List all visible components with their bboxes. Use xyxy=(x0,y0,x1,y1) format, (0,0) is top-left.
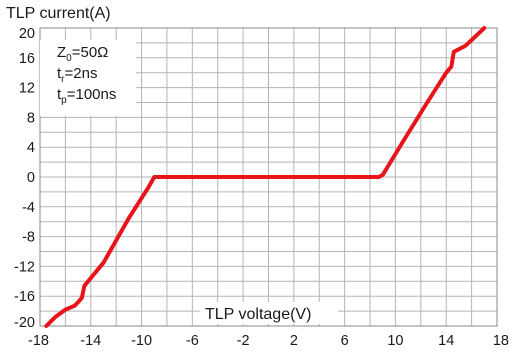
y-tick-label: 16 xyxy=(19,51,35,67)
data-point xyxy=(45,324,48,328)
data-point xyxy=(400,142,403,145)
data-point xyxy=(372,175,376,179)
data-point xyxy=(377,175,381,179)
y-axis-title: TLP current(A) xyxy=(6,5,111,22)
data-point xyxy=(425,101,429,104)
y-tick-labels: 20 16 12 8 4 0 -4 -8 -12 -16 -20 xyxy=(14,26,35,331)
x-tick-label: 14 xyxy=(438,333,454,349)
y-tick-label: -16 xyxy=(14,289,35,305)
x-tick-label: 6 xyxy=(341,333,349,349)
x-axis-title: TLP voltage(V) xyxy=(205,306,311,323)
data-point xyxy=(450,65,453,68)
data-point xyxy=(54,315,57,319)
y-tick-label: -12 xyxy=(14,259,35,275)
parameter-2: tp=100ns xyxy=(57,86,116,106)
data-point xyxy=(483,26,486,30)
data-point xyxy=(83,284,86,287)
series-layer xyxy=(44,26,487,328)
data-point xyxy=(464,44,467,48)
data-point xyxy=(445,71,448,74)
y-tick-label: 4 xyxy=(27,140,35,156)
parameter-1: tr=2ns xyxy=(57,65,97,85)
x-tick-label: -18 xyxy=(28,333,49,349)
data-point xyxy=(476,32,480,36)
x-tick-label: 10 xyxy=(387,333,403,349)
y-tick-label: -8 xyxy=(22,230,35,246)
data-point xyxy=(80,296,84,299)
x-tick-labels: -18 -14 -10 -6 -2 2 6 10 14 18 xyxy=(28,333,509,349)
parameters-box-bg xyxy=(40,40,136,116)
x-tick-label: -14 xyxy=(80,333,101,349)
data-point xyxy=(452,50,456,54)
data-point xyxy=(381,173,384,176)
x-tick-label: -10 xyxy=(131,333,152,349)
x-tick-label: 2 xyxy=(290,333,298,349)
data-point xyxy=(156,175,160,179)
y-tick-label: 12 xyxy=(19,81,35,97)
data-point xyxy=(153,175,156,179)
y-tick-label: -4 xyxy=(22,200,35,216)
plot-frame xyxy=(39,27,498,327)
y-tick-label: -20 xyxy=(14,315,35,331)
y-tick-label: 20 xyxy=(19,26,35,42)
data-point xyxy=(146,186,150,190)
data-point xyxy=(73,304,76,308)
x-tick-label: 18 xyxy=(493,333,509,349)
data-point xyxy=(76,300,80,304)
data-point xyxy=(64,308,67,311)
y-tick-label: 8 xyxy=(27,110,35,126)
data-point xyxy=(102,261,105,264)
y-tick-label: 0 xyxy=(27,170,35,186)
x-tick-label: -6 xyxy=(186,333,199,349)
parameter-0: Z0=50Ω xyxy=(57,44,108,64)
x-axis-title-bg xyxy=(200,302,338,324)
x-tick-label: -2 xyxy=(237,333,250,349)
data-point xyxy=(127,216,131,220)
plot-border xyxy=(39,27,498,327)
